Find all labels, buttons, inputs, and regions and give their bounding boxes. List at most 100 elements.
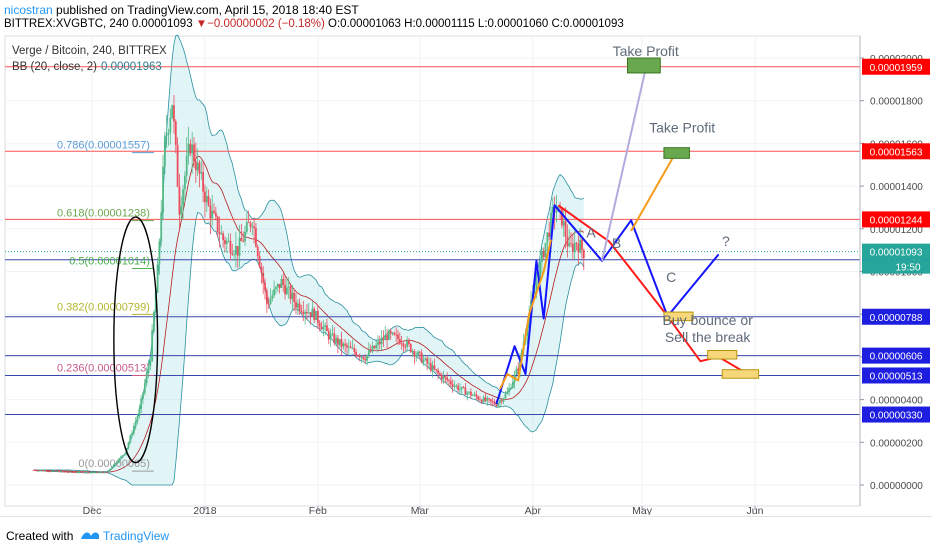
candle bbox=[575, 241, 578, 251]
candle bbox=[96, 471, 99, 474]
candle-body bbox=[508, 388, 511, 393]
candle-body bbox=[200, 172, 203, 174]
candle bbox=[397, 329, 399, 346]
candle bbox=[140, 395, 143, 414]
x-tick-label: 2018 bbox=[193, 505, 217, 515]
candle bbox=[327, 328, 330, 345]
y-tick-label: 0.00000200 bbox=[870, 438, 923, 449]
candle bbox=[358, 353, 361, 362]
bb-lower-line bbox=[33, 211, 585, 486]
candle-body bbox=[271, 295, 274, 299]
candle-body bbox=[233, 254, 235, 256]
time-axis[interactable]: Dec 2018 Feb Mar Apr May Jun bbox=[83, 505, 764, 515]
candle-body bbox=[342, 343, 345, 347]
candle-body bbox=[571, 243, 574, 252]
candle bbox=[539, 253, 541, 284]
candle bbox=[295, 292, 297, 315]
candle bbox=[162, 154, 164, 221]
candle bbox=[36, 469, 39, 472]
yellow-target-box bbox=[721, 369, 760, 379]
tradingview-logo-icon[interactable] bbox=[80, 527, 100, 543]
candle bbox=[220, 224, 223, 236]
candle-body bbox=[189, 143, 192, 154]
candle bbox=[231, 243, 234, 256]
bb-band-fill bbox=[33, 35, 584, 486]
candle-body bbox=[213, 210, 215, 213]
price-chart[interactable]: 0.786(0.00001557) 0.618(0.00001238) 0.5(0.… bbox=[0, 0, 932, 515]
candle bbox=[408, 337, 410, 347]
candle bbox=[142, 392, 144, 405]
candle-body bbox=[102, 471, 104, 473]
yellow-target-box bbox=[707, 349, 738, 360]
candle-body bbox=[47, 471, 50, 473]
level-axis-tag bbox=[862, 406, 930, 423]
candle bbox=[444, 375, 447, 384]
x-tick-label: May bbox=[632, 505, 653, 515]
candle-body bbox=[327, 331, 330, 340]
candle-body bbox=[495, 404, 498, 407]
candle bbox=[413, 349, 416, 365]
candle-body bbox=[555, 211, 558, 213]
candle bbox=[83, 472, 86, 474]
candle-body bbox=[304, 311, 307, 314]
candle-body bbox=[315, 311, 317, 320]
candle-body bbox=[207, 196, 210, 206]
candle-body bbox=[369, 350, 372, 352]
purple-wave-path bbox=[601, 68, 647, 262]
candle bbox=[262, 266, 265, 295]
bollinger-bands bbox=[33, 34, 585, 486]
candle-body bbox=[459, 389, 461, 390]
candle-body bbox=[122, 455, 124, 457]
candle-body bbox=[302, 311, 305, 314]
candle bbox=[118, 457, 121, 464]
candle bbox=[211, 194, 214, 226]
candle-body bbox=[249, 222, 252, 227]
candle-body bbox=[296, 303, 299, 308]
candle bbox=[371, 341, 374, 354]
candle-body bbox=[240, 237, 243, 241]
candle-body bbox=[98, 472, 101, 473]
candle-body bbox=[182, 189, 184, 207]
candle-body bbox=[357, 355, 359, 357]
price-axis-labels: 0.000019590.000015630.000012440.00001055… bbox=[862, 58, 930, 423]
candle-body bbox=[85, 471, 88, 473]
candle bbox=[562, 208, 565, 237]
candle-body bbox=[550, 212, 552, 237]
candle bbox=[451, 379, 454, 393]
candle bbox=[72, 471, 75, 473]
level-axis-tag bbox=[862, 211, 930, 228]
candle bbox=[462, 385, 465, 389]
candle-body bbox=[191, 144, 194, 154]
candle bbox=[289, 282, 292, 304]
candle bbox=[571, 235, 574, 260]
candle-body bbox=[502, 398, 505, 402]
candle bbox=[320, 321, 323, 330]
tradingview-link[interactable]: TradingView bbox=[103, 529, 170, 543]
x-tick-label: Dec bbox=[83, 505, 102, 515]
candle bbox=[417, 350, 419, 356]
candle bbox=[561, 206, 563, 229]
candle-body bbox=[442, 376, 445, 380]
candle bbox=[52, 470, 55, 472]
candle bbox=[438, 371, 441, 376]
candle-body bbox=[196, 162, 199, 171]
candle-body bbox=[331, 333, 334, 335]
author-link[interactable]: nicostran bbox=[4, 3, 53, 17]
candle bbox=[482, 395, 485, 404]
candle bbox=[183, 171, 186, 202]
candle bbox=[293, 288, 296, 312]
candle-body bbox=[265, 290, 268, 304]
candle bbox=[127, 441, 130, 450]
annotation-text: Sell the break bbox=[665, 329, 752, 345]
candle-body bbox=[38, 470, 41, 472]
candle bbox=[123, 453, 126, 456]
current-price-tag bbox=[862, 243, 930, 260]
fib-label: 0.618(0.00001238) bbox=[57, 208, 150, 220]
candle-body bbox=[358, 355, 361, 358]
candle-body bbox=[429, 363, 432, 371]
candle bbox=[566, 224, 569, 258]
candle bbox=[497, 401, 500, 408]
candle-body bbox=[535, 282, 538, 291]
candle-body bbox=[486, 398, 489, 401]
candle bbox=[411, 348, 414, 357]
